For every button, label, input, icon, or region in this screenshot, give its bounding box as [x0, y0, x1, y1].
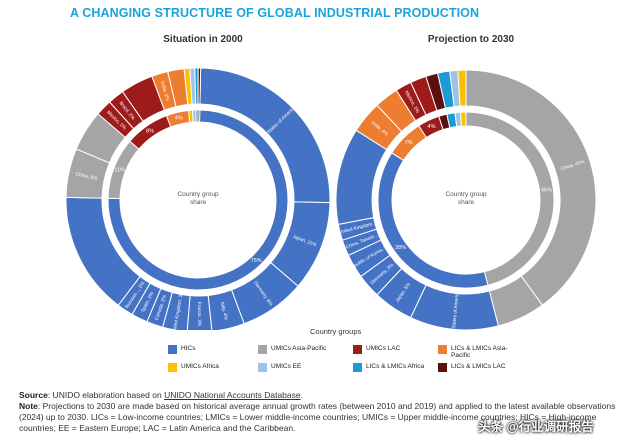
- source-line: Source: UNIDO elaboration based on UNIDO…: [19, 390, 303, 400]
- inner-label-2: 8%: [146, 129, 154, 135]
- watermark: 头条 @行业调研报告: [478, 420, 594, 434]
- legend-swatch: [353, 363, 362, 372]
- donut-charts: United States of America, 25%Japan, 11%G…: [65, 67, 597, 330]
- center-label: Country group: [445, 191, 487, 198]
- legend-label: LICs & LMICs Africa: [366, 363, 425, 370]
- center-label: share: [458, 199, 475, 206]
- outer-slice-20: [197, 67, 202, 105]
- source-link[interactable]: UNIDO National Accounts Database: [164, 390, 301, 400]
- outer-label-15: India, 1%: [159, 81, 171, 103]
- legend-item: UMICs Africa: [168, 363, 219, 372]
- legend-title: Country groups: [310, 327, 362, 336]
- legend-item: UMICs LAC: [353, 345, 400, 354]
- legend-swatch: [168, 363, 177, 372]
- outer-label-4: France, 3%: [196, 302, 202, 327]
- legend-swatch: [258, 345, 267, 354]
- page-title: A CHANGING STRUCTURE OF GLOBAL INDUSTRIA…: [70, 6, 480, 20]
- legend-swatch: [258, 363, 267, 372]
- inner-label-3: 4%: [175, 116, 183, 122]
- legend-item: UMICs EE: [258, 363, 301, 372]
- note-line: Note: Projections to 2030 are made based…: [19, 401, 616, 433]
- outer-slice-0: [465, 69, 597, 306]
- inner-label-3: 4%: [428, 124, 436, 130]
- legend-swatch: [438, 363, 447, 372]
- legend-item: LICs & LMICs Asia-Pacific: [438, 345, 518, 359]
- legend-item: UMICs Asia-Pacific: [258, 345, 326, 354]
- inner-label-0: 75%: [251, 258, 262, 264]
- notes: Source: UNIDO elaboration based on UNIDO…: [19, 390, 631, 434]
- legend-label: UMICs Asia-Pacific: [271, 345, 327, 352]
- legend-swatch: [438, 345, 447, 354]
- legend-item: HICs: [168, 345, 195, 354]
- legend-label: UMICs LAC: [366, 345, 401, 352]
- center-label: Country group: [177, 191, 219, 198]
- legend-label: UMICs Africa: [181, 363, 219, 370]
- legend-label: LICs & LMICs LAC: [451, 363, 506, 370]
- legend-label: HICs: [181, 345, 196, 352]
- outer-slice-16: [457, 69, 467, 107]
- inner-slice-7: [459, 111, 467, 127]
- center-label: share: [190, 199, 207, 206]
- donut-0: United States of America, 25%Japan, 11%G…: [65, 67, 331, 330]
- donut-1: China, 40%United States of America, 11%J…: [335, 69, 597, 330]
- chart-title-2000: Situation in 2000: [163, 34, 243, 45]
- legend-label: LICs & LMICs Asia-Pacific: [451, 345, 508, 359]
- inner-slice-7: [197, 109, 201, 123]
- outer-label-10: China, 6%: [75, 171, 99, 182]
- legend-swatch: [353, 345, 362, 354]
- inner-label-0: 46%: [541, 187, 552, 193]
- legend-label: UMICs EE: [271, 363, 302, 370]
- legend-item: LICs & LMICs Africa: [353, 363, 424, 372]
- chart-title-2030: Projection to 2030: [427, 34, 515, 45]
- legend-item: LICs & LMICs LAC: [438, 363, 506, 372]
- legend-swatch: [168, 345, 177, 354]
- outer-label-3: Italy, 4%: [219, 302, 229, 322]
- inner-label-2: 7%: [405, 140, 413, 146]
- inner-label-1: 11%: [114, 167, 125, 173]
- inner-label-1: 38%: [395, 245, 406, 251]
